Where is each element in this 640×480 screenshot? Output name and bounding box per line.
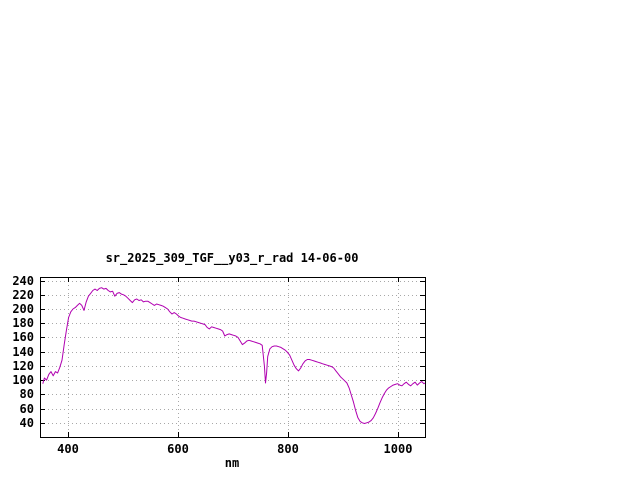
- y-tick-label: 240: [12, 274, 34, 288]
- plot-border: [40, 277, 426, 438]
- y-tick-label: 100: [12, 373, 34, 387]
- y-tick-label: 80: [20, 387, 34, 401]
- grid-lines: [40, 277, 425, 437]
- axis-ticks: [40, 277, 425, 437]
- x-tick-label: 800: [277, 442, 299, 456]
- y-tick-label: 180: [12, 316, 34, 330]
- chart-title: sr_2025_309_TGF__y03_r_rad 14-06-00: [106, 251, 359, 266]
- y-tick-label: 40: [20, 416, 34, 430]
- x-tick-label: 600: [167, 442, 189, 456]
- y-tick-label: 160: [12, 330, 34, 344]
- y-tick-label: 140: [12, 345, 34, 359]
- y-tick-label: 220: [12, 288, 34, 302]
- y-tick-label: 200: [12, 302, 34, 316]
- y-tick-label: 60: [20, 402, 34, 416]
- spectrum-line: [42, 287, 426, 424]
- y-tick-label: 120: [12, 359, 34, 373]
- x-tick-label: 1000: [384, 442, 413, 456]
- x-tick-labels: 400 600 800 1000: [57, 442, 412, 456]
- x-axis-label: nm: [225, 456, 239, 470]
- x-tick-label: 400: [57, 442, 79, 456]
